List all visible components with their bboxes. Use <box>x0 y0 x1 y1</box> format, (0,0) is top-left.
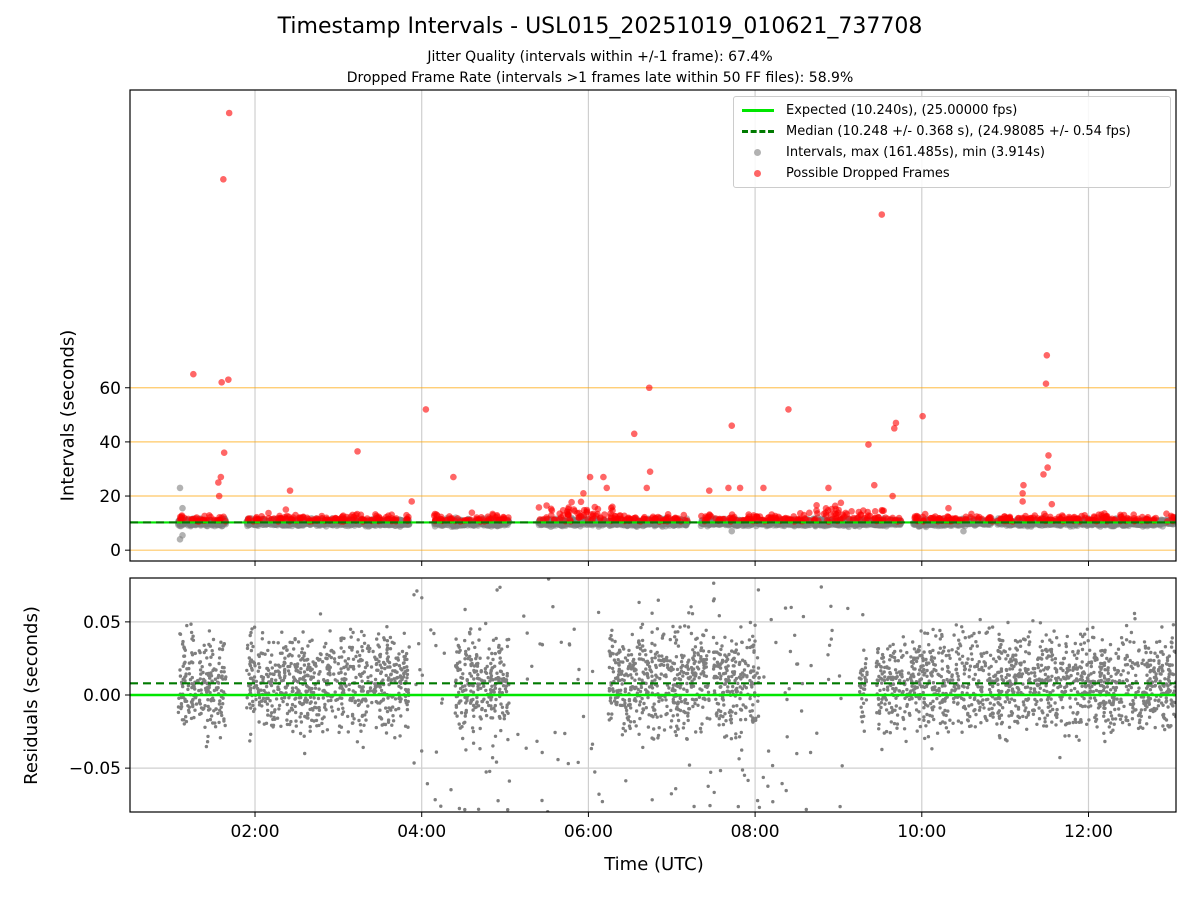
dropped-point-463 <box>837 499 845 507</box>
dropped-point-123 <box>261 515 268 523</box>
dropped-point-361 <box>614 515 622 523</box>
dropped-point-34 <box>185 515 192 523</box>
interval-point-2527 <box>739 522 747 530</box>
top-panel-plot <box>130 90 1176 561</box>
interval-point-4486 <box>960 527 967 535</box>
dropped-point-419 <box>706 511 713 518</box>
dropped-point-430 <box>848 508 855 515</box>
dropped-point-292 <box>583 506 591 514</box>
chart-subtitle-jitter: Jitter Quality (intervals within +/-1 fr… <box>427 49 773 65</box>
interval-point-230 <box>177 522 185 530</box>
dropped-point-282 <box>592 512 600 519</box>
dropped-point-162 <box>339 513 346 520</box>
dropped-point-39 <box>220 513 227 521</box>
dropped-point-284 <box>570 506 578 513</box>
dropped-point-280 <box>601 511 608 518</box>
interval-point-4485 <box>728 527 736 535</box>
dropped-point-359 <box>666 515 674 522</box>
dropped-point-355 <box>677 518 684 525</box>
dropped-point-283 <box>563 508 571 515</box>
dropped-point-176 <box>276 512 283 520</box>
dropped-point-175 <box>357 511 365 519</box>
dropped-point-290 <box>568 498 575 506</box>
dropped-point-362 <box>652 515 659 522</box>
dropped-point-488 <box>871 508 879 515</box>
dropped-point-421 <box>729 515 737 522</box>
dropped-point-262 <box>535 504 543 511</box>
interval-point-4481 <box>176 484 184 492</box>
interval-point-4482 <box>179 504 186 512</box>
dropped-point-289 <box>576 509 583 517</box>
dropped-point-220 <box>431 510 439 518</box>
dropped-point-413 <box>698 512 705 520</box>
dropped-point-467 <box>878 506 886 514</box>
dropped-point-294 <box>547 505 555 513</box>
dropped-point-164 <box>245 515 252 522</box>
dropped-point-491 <box>895 514 903 522</box>
dropped-point-210 <box>468 509 476 516</box>
dropped-point-286 <box>567 518 574 525</box>
dropped-point-238 <box>475 515 483 523</box>
dropped-point-172 <box>252 515 260 522</box>
dropped-point-38 <box>176 513 184 521</box>
interval-point-4484 <box>179 531 186 539</box>
dropped-point-295 <box>543 514 550 521</box>
dropped-point-236 <box>437 515 445 523</box>
dropped-point-219 <box>454 515 462 522</box>
dropped-point-291 <box>556 510 563 517</box>
dropped-point-345 <box>609 507 616 514</box>
chart-subtitle-dropped: Dropped Frame Rate (intervals >1 frames … <box>346 70 854 86</box>
dropped-point-166 <box>299 513 307 521</box>
chart-title: Timestamp Intervals - USL015_20251019_01… <box>277 14 923 39</box>
dropped-point-255 <box>577 498 585 506</box>
